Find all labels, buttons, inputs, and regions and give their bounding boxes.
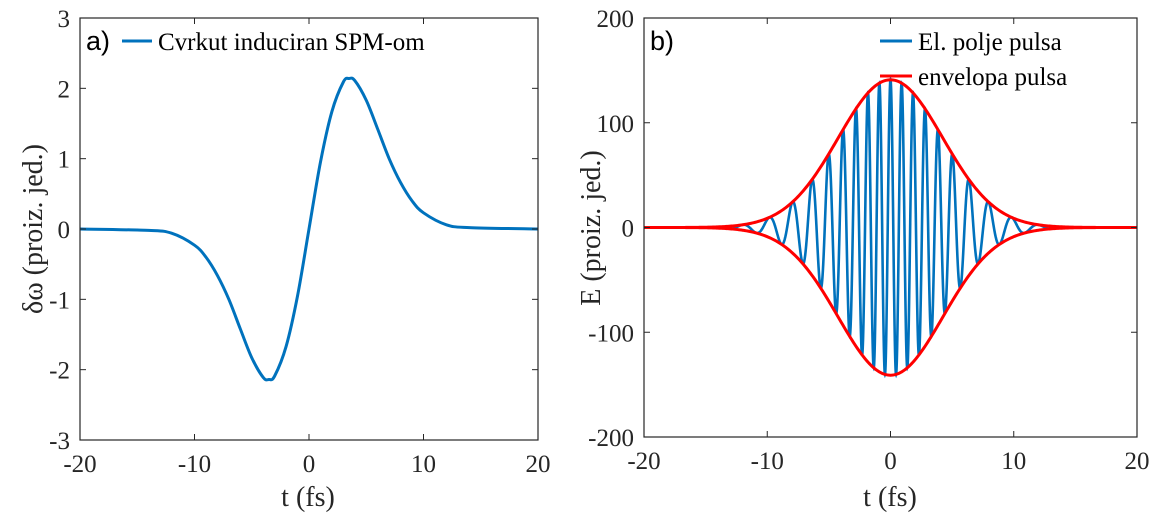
x-tick-label: 20 [1125,448,1150,475]
panel-b-legend-label-envelope: envelopa pulsa [918,64,1067,91]
x-tick-label: 0 [303,451,316,478]
y-tick-label: 0 [58,217,71,244]
y-tick-label: -200 [588,425,634,452]
y-tick-label: 0 [622,216,635,243]
series-line-envelope-upper [644,78,1137,229]
panel-a-y-axis-label: δω (proiz. jed.) [18,144,49,314]
panel-b-legend-label-field: El. polje pulsa [918,29,1062,56]
panel-a-label: a) [86,26,110,56]
panel-a-x-ticks: -20 -10 0 10 20 [63,18,551,478]
series-line-envelope-lower [644,226,1137,377]
y-tick-label: -2 [49,358,70,385]
panel-b-y-ticks: 200 100 0 -100 -200 [588,6,1137,452]
y-tick-label: 2 [58,76,71,103]
y-tick-label: 1 [58,147,71,174]
y-tick-label: -3 [49,428,70,455]
x-tick-label: -10 [751,448,784,475]
panel-b-plot-area [644,75,1137,379]
x-tick-label: 0 [884,448,897,475]
x-tick-label: 10 [1001,448,1026,475]
panel-a-x-axis-label: t (fs) [281,482,335,513]
panel-b-label: b) [650,26,674,56]
x-tick-label: 10 [411,451,436,478]
panel-a-plot-area [79,76,539,382]
y-tick-label: -1 [49,287,70,314]
y-tick-label: 100 [597,111,635,138]
panel-b-x-ticks: -20 -10 0 10 20 [627,18,1150,475]
x-tick-label: -10 [178,451,211,478]
series-line-chirp [79,76,539,382]
panel-a-legend-label: Cvrkut induciran SPM-om [158,29,425,56]
panel-b-y-axis-label: E (proiz. jed.) [576,150,607,306]
panel-b-x-axis-label: t (fs) [863,482,917,513]
y-tick-label: 200 [597,6,635,33]
x-tick-label: 20 [526,451,551,478]
x-tick-label: -20 [63,451,96,478]
y-tick-label: 3 [58,6,71,33]
y-tick-label: -100 [588,320,634,347]
x-tick-label: -20 [627,448,660,475]
panel-a-y-ticks: 3 2 1 0 -1 -2 -3 [49,6,538,455]
